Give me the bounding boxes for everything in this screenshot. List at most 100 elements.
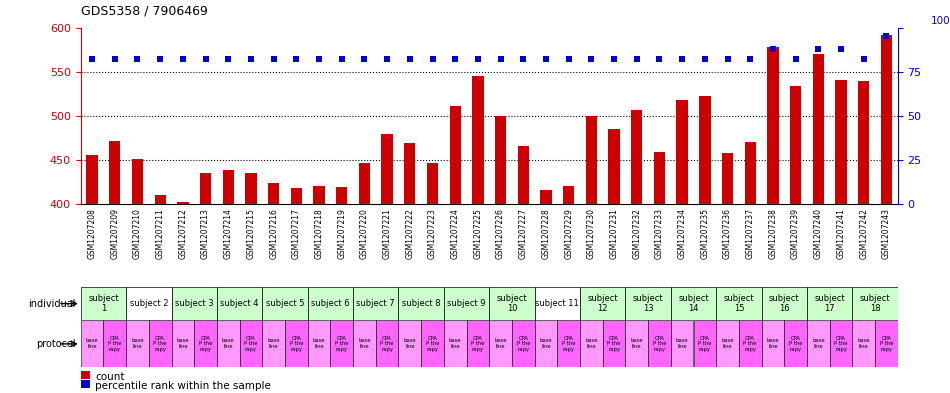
Text: GSM1207220: GSM1207220 (360, 208, 369, 259)
Bar (875, 320, 898, 367)
Text: CPA
P the
rapy: CPA P the rapy (517, 336, 530, 352)
Text: CPA
P the
rapy: CPA P the rapy (108, 336, 122, 352)
Text: GSM1207213: GSM1207213 (201, 208, 210, 259)
Text: base
line: base line (721, 338, 733, 349)
Text: GSM1207233: GSM1207233 (655, 208, 664, 259)
Text: subject
14: subject 14 (678, 294, 709, 313)
Point (334, 56, 350, 62)
Bar (398, 287, 444, 320)
Bar (331, 320, 353, 367)
Bar (768, 47, 779, 204)
Bar (291, 188, 302, 204)
Text: CPA
P the
rapy: CPA P the rapy (653, 336, 666, 352)
Bar (172, 287, 217, 320)
Text: subject 2: subject 2 (129, 299, 168, 308)
Text: subject
17: subject 17 (814, 294, 845, 313)
Point (674, 56, 690, 62)
Text: CPA
P the
rapy: CPA P the rapy (788, 336, 803, 352)
Point (788, 56, 803, 62)
Text: CPA
P the
rapy: CPA P the rapy (607, 336, 620, 352)
Bar (262, 287, 308, 320)
Bar (308, 287, 353, 320)
Text: base
line: base line (222, 338, 235, 349)
Bar (518, 146, 529, 204)
Bar (602, 320, 625, 367)
Text: base
line: base line (177, 338, 189, 349)
Point (879, 33, 894, 39)
Bar (444, 320, 466, 367)
Bar (829, 320, 852, 367)
Text: GSM1207229: GSM1207229 (564, 208, 573, 259)
Point (652, 56, 667, 62)
Bar (449, 106, 461, 204)
Bar (762, 320, 785, 367)
Text: GSM1207212: GSM1207212 (179, 208, 187, 259)
Text: GSM1207234: GSM1207234 (677, 208, 687, 259)
Point (85, 56, 100, 62)
Text: subject
1: subject 1 (88, 294, 119, 313)
Text: base
line: base line (540, 338, 552, 349)
Text: GSM1207242: GSM1207242 (859, 208, 868, 259)
Bar (762, 287, 807, 320)
Bar (81, 320, 104, 367)
Bar (489, 287, 535, 320)
Bar (495, 116, 506, 204)
Bar (699, 96, 711, 204)
Text: GSM1207230: GSM1207230 (587, 208, 596, 259)
Text: CPA
P the
rapy: CPA P the rapy (698, 336, 712, 352)
Bar (654, 152, 665, 204)
Point (402, 56, 417, 62)
Bar (586, 116, 597, 204)
Bar (852, 320, 875, 367)
Bar (541, 190, 552, 204)
Text: subject 5: subject 5 (266, 299, 304, 308)
Text: CPA
P the
rapy: CPA P the rapy (562, 336, 576, 352)
Text: CPA
P the
rapy: CPA P the rapy (199, 336, 212, 352)
Bar (785, 320, 807, 367)
Bar (104, 320, 126, 367)
Bar (745, 142, 756, 204)
Bar (807, 287, 852, 320)
Bar (676, 100, 688, 204)
Text: GSM1207243: GSM1207243 (882, 208, 891, 259)
Bar (472, 76, 484, 204)
Bar (382, 134, 392, 204)
Text: CPA
P the
rapy: CPA P the rapy (834, 336, 847, 352)
Point (743, 56, 758, 62)
Point (697, 56, 712, 62)
Point (107, 56, 123, 62)
Point (766, 46, 781, 52)
Text: GSM1207208: GSM1207208 (87, 208, 97, 259)
Text: GSM1207236: GSM1207236 (723, 208, 732, 259)
Bar (404, 143, 415, 204)
Text: subject 9: subject 9 (447, 299, 485, 308)
Text: subject 4: subject 4 (220, 299, 258, 308)
Text: CPA
P the
rapy: CPA P the rapy (380, 336, 394, 352)
Bar (217, 287, 262, 320)
Bar (245, 173, 256, 204)
Bar (421, 320, 444, 367)
Point (220, 56, 236, 62)
Point (198, 56, 213, 62)
Bar (625, 320, 648, 367)
Point (561, 56, 577, 62)
Bar (359, 163, 371, 204)
Bar (353, 287, 398, 320)
Text: GSM1207235: GSM1207235 (700, 208, 710, 259)
Bar (671, 320, 694, 367)
Text: CPA
P the
rapy: CPA P the rapy (426, 336, 439, 352)
Text: GSM1207227: GSM1207227 (519, 208, 528, 259)
Text: subject 7: subject 7 (356, 299, 395, 308)
Text: subject 8: subject 8 (402, 299, 441, 308)
Point (470, 56, 485, 62)
Point (720, 56, 735, 62)
Text: CPA
P the
rapy: CPA P the rapy (744, 336, 757, 352)
Bar (716, 287, 762, 320)
Point (357, 56, 372, 62)
Text: GSM1207217: GSM1207217 (292, 208, 301, 259)
Bar (285, 320, 308, 367)
Point (539, 56, 554, 62)
Bar (563, 186, 575, 204)
Text: base
line: base line (358, 338, 370, 349)
Bar (178, 202, 188, 204)
